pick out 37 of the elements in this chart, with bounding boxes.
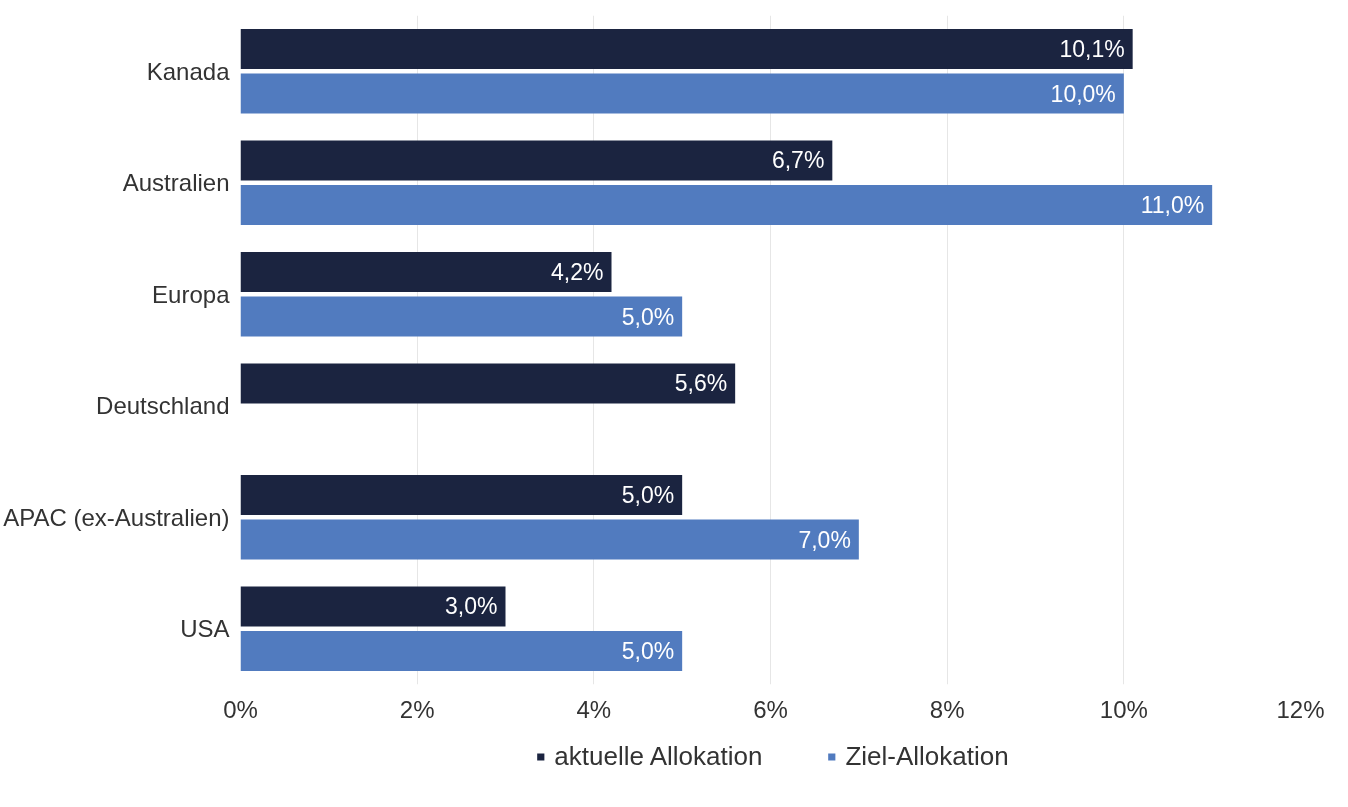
legend-label: Ziel-Allokation bbox=[845, 740, 1009, 772]
y-tick-label: Australien bbox=[122, 169, 230, 197]
x-tick-label: 4% bbox=[576, 695, 612, 723]
bar bbox=[240, 251, 612, 293]
y-tick-label: Deutschland bbox=[96, 392, 230, 420]
data-label: 3,0% bbox=[445, 593, 498, 620]
data-label: 10,1% bbox=[1059, 35, 1125, 62]
bar bbox=[240, 474, 683, 516]
x-tick-label: 2% bbox=[399, 695, 435, 723]
data-label: 5,6% bbox=[674, 370, 728, 397]
bar bbox=[240, 73, 1124, 114]
data-label: 5,0% bbox=[621, 303, 675, 330]
y-tick-label: USA bbox=[180, 615, 230, 643]
y-tick-label: Europa bbox=[152, 280, 231, 308]
bar bbox=[240, 363, 736, 404]
data-label: 11,0% bbox=[1140, 192, 1205, 219]
data-label: 10,0% bbox=[1050, 80, 1116, 107]
bar bbox=[240, 296, 683, 337]
x-tick-label: 12% bbox=[1276, 695, 1325, 723]
bar bbox=[240, 140, 833, 181]
bar bbox=[240, 184, 1213, 226]
bar bbox=[240, 586, 506, 627]
data-label: 4,2% bbox=[551, 258, 604, 285]
y-tick-label: APAC (ex-Australien) bbox=[3, 503, 230, 531]
x-tick-label: 10% bbox=[1099, 695, 1148, 723]
data-label: 6,7% bbox=[771, 147, 825, 174]
data-label: 5,0% bbox=[621, 638, 675, 665]
legend-label: aktuelle Allokation bbox=[554, 740, 763, 772]
y-tick-label: Kanada bbox=[146, 57, 231, 85]
data-label: 5,0% bbox=[621, 481, 675, 508]
x-tick-label: 0% bbox=[223, 695, 258, 723]
data-label: 7,0% bbox=[798, 526, 851, 553]
bar bbox=[240, 519, 859, 560]
x-tick-label: 8% bbox=[929, 695, 965, 723]
bar bbox=[240, 28, 1133, 70]
x-tick-label: 6% bbox=[753, 695, 788, 723]
bar bbox=[240, 630, 683, 672]
